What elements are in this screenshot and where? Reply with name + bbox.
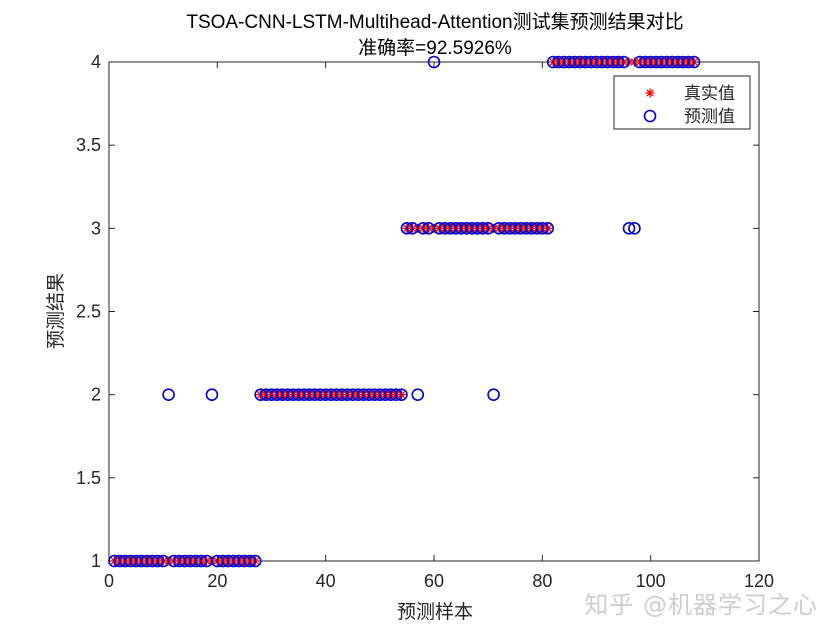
y-tick-label: 3 [91, 218, 101, 238]
chart-title: TSOA-CNN-LSTM-Multihead-Attention测试集预测结果… [186, 12, 684, 33]
predicted-point [687, 55, 701, 69]
predicted-point [541, 222, 555, 235]
legend: 真实值 预测值 [613, 75, 751, 130]
predicted-point [476, 222, 490, 235]
chart-subtitle: 准确率=92.5926% [358, 38, 512, 59]
predicted-point [536, 222, 549, 235]
legend-label-true: 真实值 [684, 84, 735, 104]
x-tick-label: 20 [207, 571, 227, 591]
axis-ticks: 0 20 40 60 80 100 120 1 1.5 2 2.5 3 3.5 4 [76, 52, 774, 591]
x-tick-label: 60 [424, 571, 444, 591]
predicted-point [205, 388, 219, 401]
x-tick-label: 0 [104, 571, 114, 591]
y-tick-label: 2 [91, 385, 101, 405]
axes-frame [108, 61, 760, 562]
x-tick-label: 40 [316, 571, 336, 591]
y-tick-label: 4 [91, 52, 101, 72]
x-axis-label: 预测样本 [397, 601, 473, 623]
true-value-series [109, 57, 699, 566]
predicted-point [395, 388, 408, 401]
predicted-point [400, 222, 414, 235]
predicted-point [243, 554, 257, 568]
x-tick-label: 80 [532, 571, 552, 591]
x-tick-label: 120 [744, 571, 774, 591]
predicted-point [487, 388, 500, 401]
legend-box [613, 75, 751, 130]
y-tick-label: 1.5 [76, 468, 101, 488]
legend-label-pred: 预测值 [684, 107, 735, 127]
y-tick-label: 1 [91, 551, 101, 571]
predicted-point [411, 388, 425, 401]
predicted-point [389, 388, 403, 401]
predicted-point [162, 388, 175, 401]
legend-circle-icon [643, 109, 657, 123]
y-axis-label: 预测结果 [45, 273, 67, 349]
y-tick-label: 2.5 [76, 302, 101, 322]
x-tick-label: 100 [636, 571, 666, 591]
predicted-point [151, 554, 165, 568]
predicted-point [628, 222, 641, 235]
predicted-point [248, 554, 262, 568]
predicted-point [194, 554, 208, 568]
legend-asterisk-icon [645, 88, 655, 98]
predicted-point [617, 55, 630, 69]
predicted-value-series [108, 55, 701, 568]
predicted-point [416, 222, 430, 235]
predicted-point [682, 55, 695, 69]
predicted-point [611, 55, 625, 69]
predicted-point [427, 55, 441, 69]
watermark: 知乎 @机器学习之心 [584, 591, 818, 619]
y-tick-label: 3.5 [76, 135, 101, 155]
predicted-point [622, 222, 636, 235]
